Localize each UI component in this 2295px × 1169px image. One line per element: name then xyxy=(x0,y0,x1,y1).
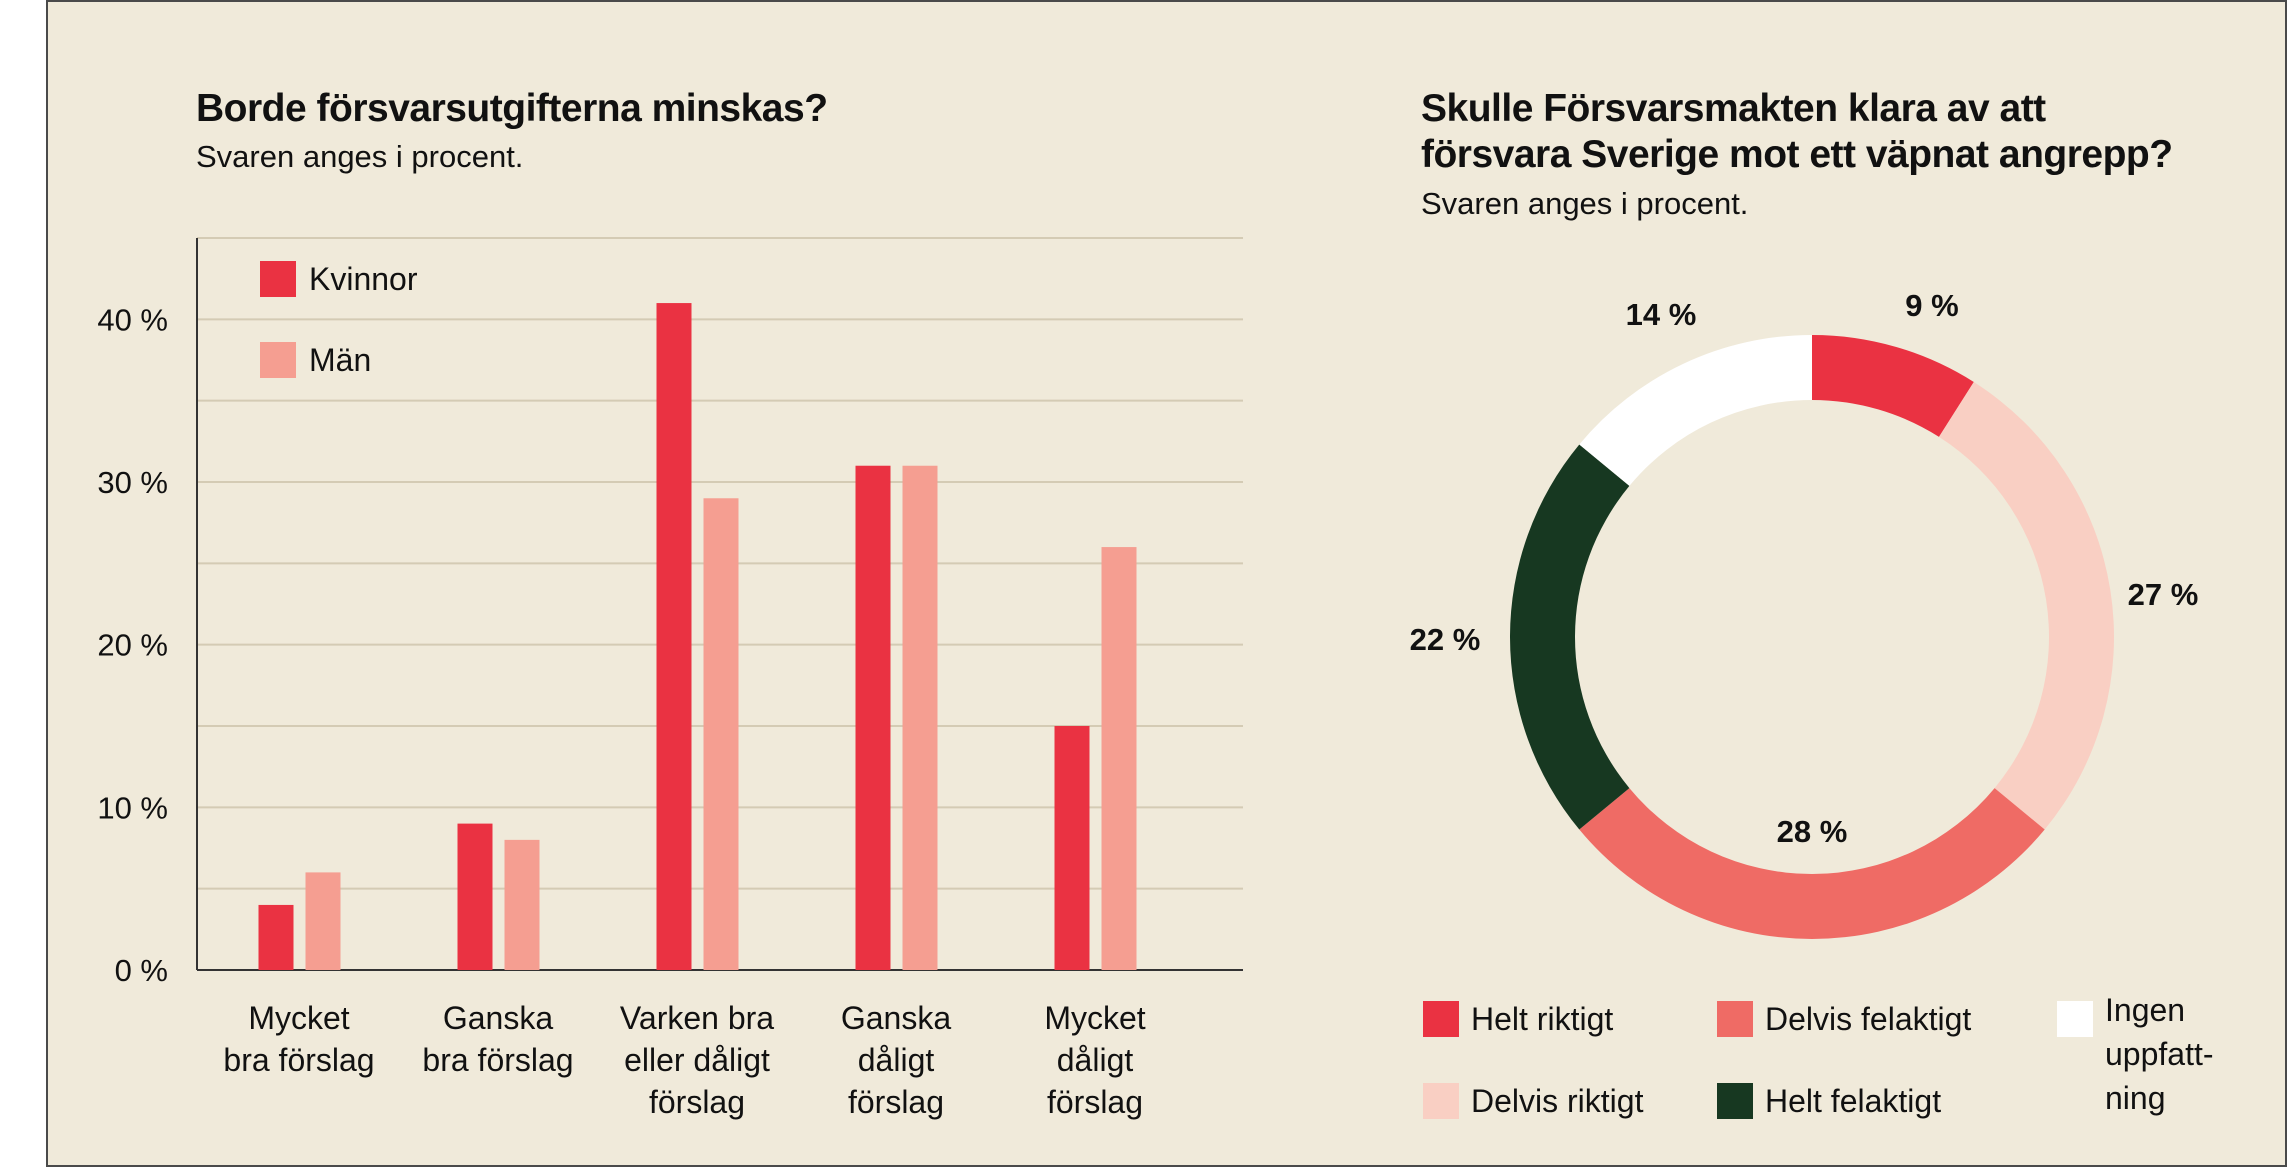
donut-legend-label: uppfatt- xyxy=(2105,1036,2214,1072)
donut-slice xyxy=(1938,382,2114,830)
bar-chart-title: Borde försvarsutgifterna minskas? xyxy=(196,87,828,130)
slice-value-label: 27 % xyxy=(2128,577,2199,612)
x-category-label: bra förslag xyxy=(422,1042,573,1078)
x-category-label: bra förslag xyxy=(223,1042,374,1078)
bar-man xyxy=(305,872,341,970)
donut-legend-swatch xyxy=(1717,1001,1753,1037)
bar-kvinnor xyxy=(457,823,493,970)
legend-swatch xyxy=(260,342,296,378)
legend-label: Kvinnor xyxy=(309,261,418,297)
x-category-label: förslag xyxy=(848,1084,944,1120)
bar-chart-subtitle: Svaren anges i procent. xyxy=(196,139,524,174)
donut-legend-label: Delvis riktigt xyxy=(1471,1083,1644,1119)
bar-kvinnor xyxy=(258,904,294,970)
bar-man xyxy=(902,465,938,970)
slice-value-label: 14 % xyxy=(1626,297,1697,332)
x-category-label: dåligt xyxy=(858,1042,935,1078)
bar-kvinnor xyxy=(656,303,692,971)
x-category-label: Mycket xyxy=(1044,1000,1145,1036)
slice-value-label: 22 % xyxy=(1410,622,1481,657)
x-category-label: Ganska xyxy=(841,1000,951,1036)
x-category-label: förslag xyxy=(1047,1084,1143,1120)
donut-legend-swatch xyxy=(1423,1083,1459,1119)
donut-legend-swatch xyxy=(1423,1001,1459,1037)
donut-chart-subtitle: Svaren anges i procent. xyxy=(1421,186,1749,221)
slice-value-label: 9 % xyxy=(1905,288,1958,323)
y-tick-label: 10 % xyxy=(97,790,168,825)
x-category-label: dåligt xyxy=(1057,1042,1134,1078)
x-category-label: eller dåligt xyxy=(624,1042,770,1078)
y-tick-label: 20 % xyxy=(97,628,168,663)
x-category-label: förslag xyxy=(649,1084,745,1120)
donut-chart-title-line-1: Skulle Försvarsmakten klara av att xyxy=(1421,87,2046,130)
donut-legend-label: Delvis felaktigt xyxy=(1765,1001,1971,1037)
bar-kvinnor xyxy=(1054,726,1090,970)
y-tick-label: 40 % xyxy=(97,302,168,337)
x-category-label: Mycket xyxy=(248,1000,349,1036)
donut-slice xyxy=(1812,335,1974,437)
y-tick-label: 30 % xyxy=(97,465,168,500)
chart-panel xyxy=(46,0,2287,1167)
donut-legend-label: Helt riktigt xyxy=(1471,1001,1613,1037)
donut-legend-label: Ingen xyxy=(2105,992,2185,1028)
donut-chart-title-line-2: försvara Sverige mot ett väpnat angrepp? xyxy=(1421,133,2173,176)
bar-man xyxy=(1101,547,1137,970)
donut-legend-swatch xyxy=(2057,1001,2093,1037)
donut-legend-swatch xyxy=(1717,1083,1753,1119)
legend-swatch xyxy=(260,261,296,297)
slice-value-label: 28 % xyxy=(1777,814,1848,849)
legend-label: Män xyxy=(309,342,371,378)
y-tick-label: 0 % xyxy=(115,953,168,988)
donut-slice xyxy=(1579,335,1812,486)
donut-slice xyxy=(1510,444,1630,830)
bar-kvinnor xyxy=(855,465,891,970)
bar-man xyxy=(703,498,739,970)
donut-legend-label: ning xyxy=(2105,1080,2166,1116)
donut-slice xyxy=(1579,788,2045,939)
x-category-label: Ganska xyxy=(443,1000,553,1036)
donut-legend-label: Helt felaktigt xyxy=(1765,1083,1941,1119)
bar-man xyxy=(504,839,540,970)
x-category-label: Varken bra xyxy=(620,1000,774,1036)
